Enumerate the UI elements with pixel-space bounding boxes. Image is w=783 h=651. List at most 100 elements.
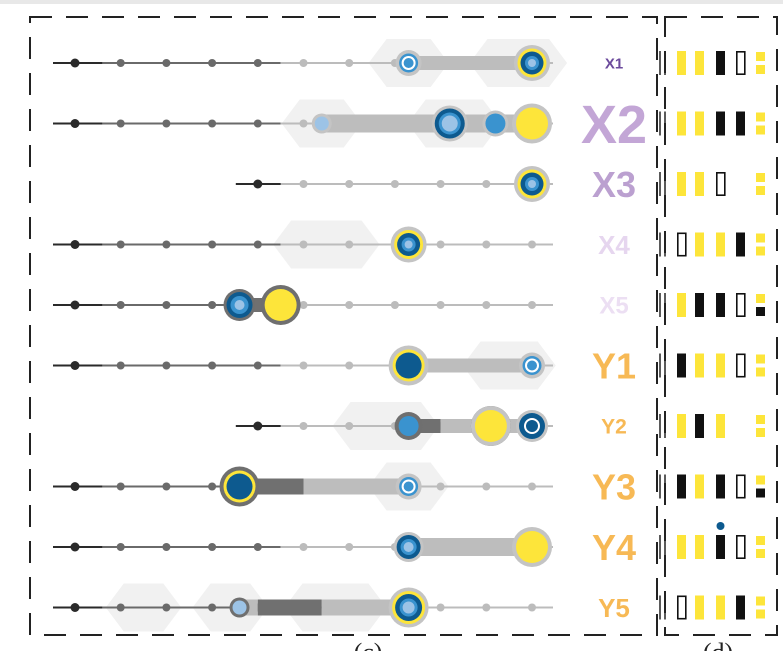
- timeline-row-y5: Y5: [53, 583, 630, 632]
- glyph-yellow-block: [716, 414, 725, 438]
- glyph-row-x4: [659, 232, 765, 257]
- glyph-panel: [659, 50, 765, 620]
- tick-dot: [116, 240, 125, 249]
- row-label: Y4: [592, 527, 636, 568]
- tick-dot: [345, 240, 354, 249]
- timeline-row-x4: X4: [53, 220, 630, 269]
- timeline-row-y1: Y1: [53, 341, 636, 390]
- glyph-row-y4: [659, 522, 765, 559]
- glyph-outline-block: [735, 474, 746, 499]
- glyph-black-block: [736, 595, 745, 620]
- glyph-small-yellow: [756, 475, 765, 485]
- node-disc: [264, 289, 297, 321]
- glyph-yellow-block: [695, 474, 704, 499]
- glyph-yellow-block: [695, 535, 704, 559]
- timeline-row-x2: X2: [53, 95, 647, 155]
- tick-dot: [299, 361, 308, 370]
- glyph-small-yellow: [756, 428, 765, 437]
- glyph-row-y2: [659, 414, 765, 438]
- tick-dot: [299, 422, 308, 430]
- tick-dot: [299, 543, 308, 551]
- glyph-black-block: [677, 353, 686, 378]
- glyph-black-block: [716, 474, 725, 499]
- node-disc: [234, 300, 245, 310]
- timeline-row-x1: X1: [53, 39, 623, 87]
- glyph-outline-block: [735, 353, 746, 378]
- tick-dot: [70, 240, 80, 249]
- glyph-small-yellow: [756, 536, 765, 545]
- tick-dot: [162, 240, 171, 249]
- glyph-black-block: [695, 293, 704, 317]
- glyph-black-block: [736, 111, 745, 136]
- panel-caption: (c): [354, 638, 383, 651]
- glyph-row-x2: [659, 111, 765, 136]
- panel-captions: (c) (d): [354, 638, 734, 651]
- node-disc: [516, 107, 548, 140]
- tick-dot: [299, 180, 308, 188]
- node-disc: [485, 113, 506, 134]
- glyph-yellow-block: [677, 414, 686, 438]
- row-label: Y5: [598, 593, 630, 623]
- node-disc: [516, 531, 548, 563]
- node-disc: [527, 360, 537, 371]
- glyph-yellow-block: [695, 51, 704, 75]
- tick-dot: [208, 482, 217, 491]
- glyph-yellow-block: [677, 172, 686, 196]
- node-disc: [404, 240, 413, 249]
- glyph-yellow-block: [695, 595, 704, 620]
- glyph-small-yellow: [756, 415, 765, 424]
- node-disc: [314, 116, 329, 131]
- tick-dot: [528, 482, 536, 491]
- tick-dot: [253, 179, 263, 189]
- tick-dot: [482, 603, 491, 612]
- tick-dot: [70, 119, 80, 128]
- tick-dot: [345, 422, 354, 430]
- node-disc: [403, 481, 414, 492]
- tick-dot: [436, 240, 445, 249]
- tick-dot: [345, 59, 354, 67]
- tick-dot: [299, 240, 308, 249]
- frame-timeline: [29, 16, 658, 636]
- tick-dot: [70, 58, 80, 68]
- tick-dot: [208, 543, 217, 551]
- tick-dot: [70, 542, 80, 552]
- glyph-small-yellow: [756, 246, 765, 256]
- tick-dot: [299, 119, 308, 128]
- timeline-row-x3: X3: [235, 164, 636, 205]
- glyph-row-y5: [659, 595, 765, 620]
- tick-dot: [253, 361, 262, 370]
- glyph-small-yellow: [756, 596, 765, 606]
- glyph-yellow-block: [677, 51, 686, 75]
- glyph-black-block: [716, 51, 725, 75]
- tick-dot: [70, 300, 80, 310]
- glyph-small-yellow: [756, 65, 765, 74]
- glyph-small-black: [756, 488, 765, 498]
- glyph-yellow-block: [716, 353, 725, 378]
- glyph-outline-block: [735, 292, 746, 317]
- tick-dot: [208, 361, 217, 370]
- glyph-small-yellow: [756, 294, 765, 303]
- row-label: X1: [605, 55, 623, 72]
- tick-dot: [345, 361, 354, 370]
- tick-dot: [253, 119, 262, 128]
- tick-dot: [116, 301, 125, 309]
- tick-dot: [345, 301, 354, 309]
- tick-dot: [162, 603, 171, 612]
- tick-dot: [208, 240, 217, 249]
- tick-dot: [482, 240, 491, 249]
- row-label: X2: [581, 95, 647, 155]
- glyph-small-yellow: [756, 173, 765, 182]
- tick-dot: [162, 543, 171, 551]
- node-disc: [403, 542, 414, 552]
- tick-dot: [482, 482, 491, 491]
- node-disc: [474, 410, 507, 442]
- glyph-row-y3: [659, 474, 765, 499]
- glyph-black-block: [736, 232, 745, 257]
- tick-dot: [528, 301, 536, 309]
- glyph-black-block: [716, 535, 725, 559]
- top-strip: [0, 0, 783, 4]
- glyph-small-yellow: [756, 549, 765, 558]
- tick-dot: [116, 59, 125, 67]
- glyph-yellow-block: [695, 232, 704, 257]
